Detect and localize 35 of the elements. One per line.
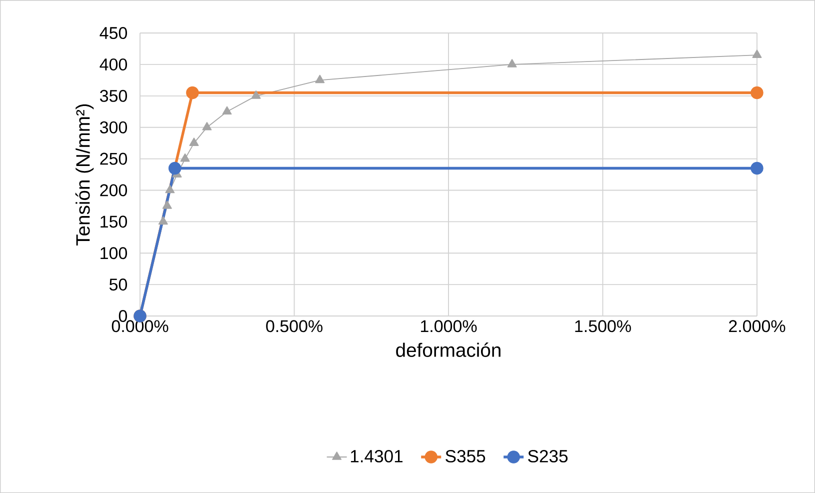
point bbox=[158, 216, 168, 225]
point bbox=[750, 86, 764, 100]
y-tick-label: 50 bbox=[109, 278, 128, 291]
legend-label: S355 bbox=[446, 450, 486, 462]
point bbox=[165, 184, 175, 194]
point bbox=[189, 138, 199, 146]
point bbox=[180, 153, 190, 162]
y-tick-label: 350 bbox=[100, 90, 128, 102]
point bbox=[168, 162, 182, 175]
point bbox=[315, 74, 325, 84]
point bbox=[202, 122, 212, 130]
y-tick-label: 400 bbox=[100, 58, 128, 70]
y-tick-label: 100 bbox=[100, 247, 128, 260]
point bbox=[752, 50, 762, 58]
x-tick-label: 0.000% bbox=[112, 320, 168, 332]
y-tick-label: 250 bbox=[100, 152, 128, 165]
x-tick-label: 2.000% bbox=[729, 320, 786, 332]
x-tick-label: 0.500% bbox=[266, 320, 322, 332]
legend-label: 1.4301 bbox=[350, 450, 402, 462]
x-tick-label: 1.000% bbox=[420, 320, 477, 332]
point bbox=[507, 59, 517, 68]
y-axis-title: Tensión (N/mm²) bbox=[75, 104, 94, 246]
y-tick-label: 300 bbox=[100, 121, 128, 134]
point bbox=[750, 162, 764, 175]
point bbox=[186, 86, 199, 100]
y-tick-label: 200 bbox=[100, 184, 128, 196]
y-tick-label: 0 bbox=[118, 310, 128, 322]
point bbox=[162, 200, 172, 209]
y-tick-label: 150 bbox=[100, 216, 128, 228]
point bbox=[251, 90, 261, 99]
y-tick-label: 450 bbox=[100, 27, 128, 40]
x-tick-label: 1.500% bbox=[575, 320, 631, 332]
x-axis-title: deformación bbox=[396, 342, 500, 357]
legend-label: S235 bbox=[528, 450, 568, 462]
point bbox=[222, 106, 232, 115]
